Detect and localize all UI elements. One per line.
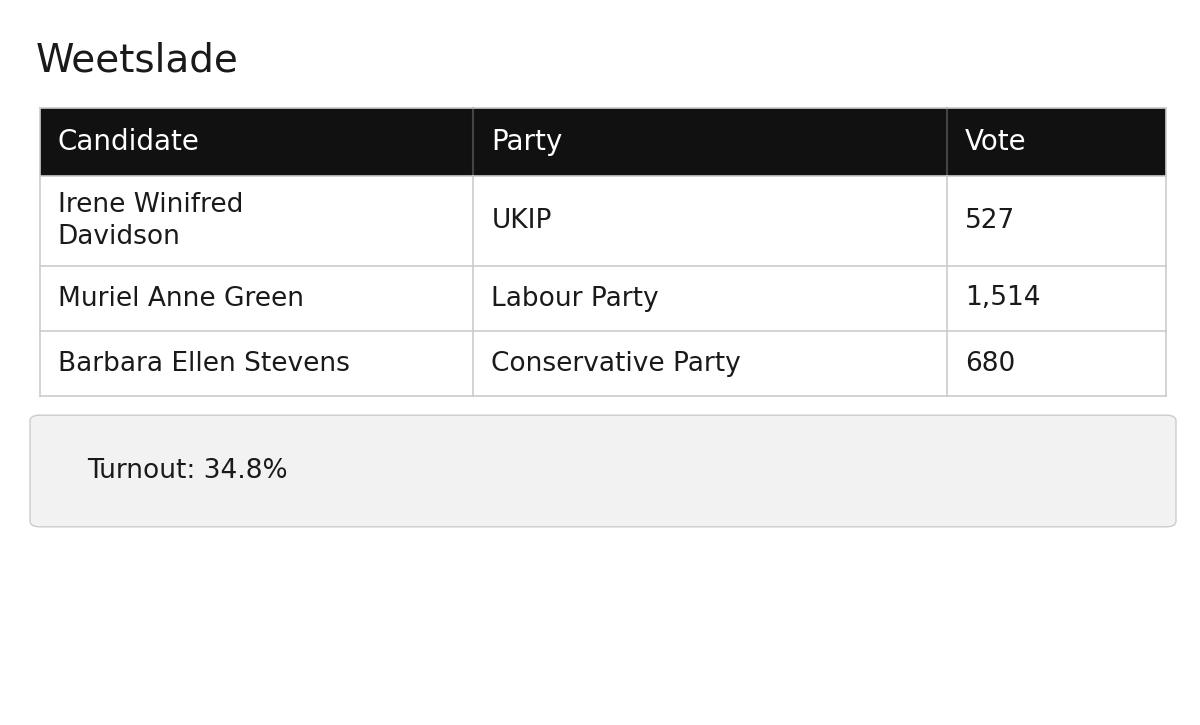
FancyBboxPatch shape: [40, 331, 1166, 396]
Text: 527: 527: [965, 208, 1015, 234]
Text: Candidate: Candidate: [58, 128, 199, 156]
Text: Vote: Vote: [965, 128, 1026, 156]
FancyBboxPatch shape: [40, 266, 1166, 331]
Text: 1,514: 1,514: [965, 286, 1040, 312]
FancyBboxPatch shape: [40, 176, 1166, 266]
FancyBboxPatch shape: [30, 415, 1176, 527]
Text: UKIP: UKIP: [492, 208, 552, 234]
Text: Irene Winifred
Davidson: Irene Winifred Davidson: [58, 191, 242, 251]
Text: Labour Party: Labour Party: [492, 286, 659, 312]
Text: Barbara Ellen Stevens: Barbara Ellen Stevens: [58, 350, 349, 376]
Text: Muriel Anne Green: Muriel Anne Green: [58, 286, 304, 312]
Text: Weetslade: Weetslade: [36, 42, 239, 80]
Text: Turnout: 34.8%: Turnout: 34.8%: [88, 458, 288, 484]
FancyBboxPatch shape: [40, 108, 1166, 176]
Text: 680: 680: [965, 350, 1015, 376]
Text: Party: Party: [492, 128, 563, 156]
Text: Conservative Party: Conservative Party: [492, 350, 742, 376]
